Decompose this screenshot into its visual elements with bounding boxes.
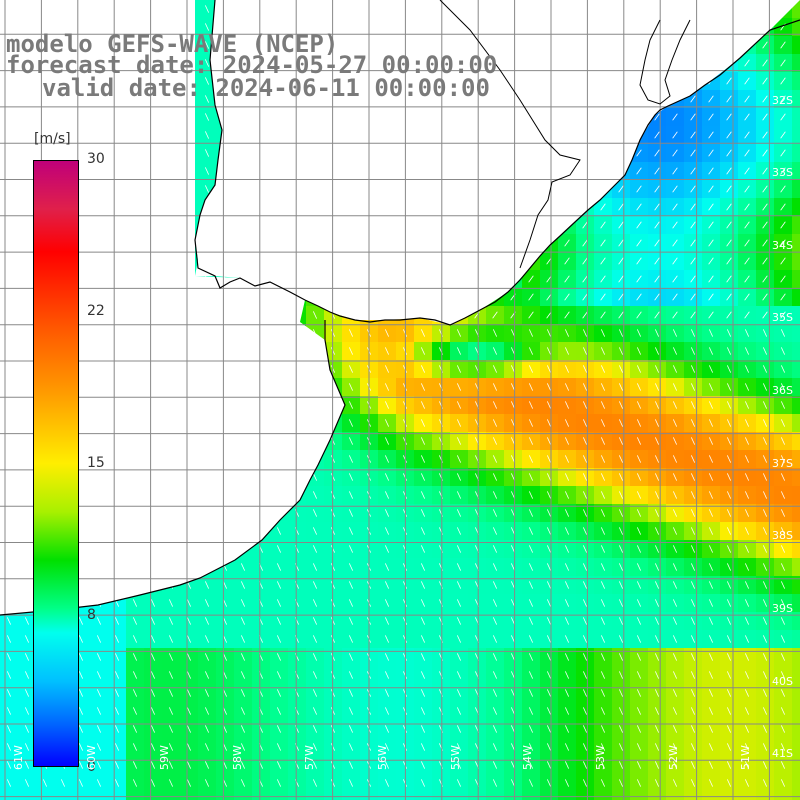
lon-label: 58W: [231, 745, 244, 770]
lon-label: 57W: [303, 745, 316, 770]
lat-label: 39S: [772, 602, 793, 615]
colorbar-tick-0: 0: [87, 759, 96, 775]
lon-label: 51W: [739, 745, 752, 770]
forecast-date: forecast date: 2024-05-27 00:00:00: [6, 51, 498, 79]
lon-label: 54W: [521, 745, 534, 770]
lon-label: 59W: [158, 745, 171, 770]
lat-label: 41S: [772, 747, 793, 760]
country-border: [439, 0, 581, 269]
lat-label: 34S: [772, 239, 793, 252]
colorbar-unit: [m/s]: [34, 131, 71, 147]
colorbar-tick-22: 22: [87, 303, 105, 319]
lat-label: 40S: [772, 675, 793, 688]
map-title: modelo GEFS-WAVE (NCEP): [6, 30, 339, 58]
lagoon-outline: [639, 19, 691, 105]
lon-label: 53W: [594, 745, 607, 770]
colorbar-tick-15: 15: [87, 455, 105, 471]
colorbar-tick-8: 8: [87, 607, 96, 623]
lat-label: 32S: [772, 94, 793, 107]
lat-label: 35S: [772, 311, 793, 324]
lat-label: 36S: [772, 384, 793, 397]
colorbar-tick-30: 30: [87, 151, 105, 167]
land-area: [0, 0, 800, 615]
colorbar: [33, 160, 79, 767]
lon-label: 52W: [667, 745, 680, 770]
lat-label: 38S: [772, 529, 793, 542]
lat-label: 37S: [772, 457, 793, 470]
lon-label: 61W: [12, 745, 25, 770]
lon-label: 60W: [85, 745, 98, 770]
lat-label: 33S: [772, 166, 793, 179]
coastline: [194, 0, 800, 326]
coastline-south: [0, 320, 346, 616]
lon-label: 55W: [449, 745, 462, 770]
lon-label: 56W: [376, 745, 389, 770]
valid-date: valid date: 2024-06-11 00:00:00: [42, 74, 490, 102]
